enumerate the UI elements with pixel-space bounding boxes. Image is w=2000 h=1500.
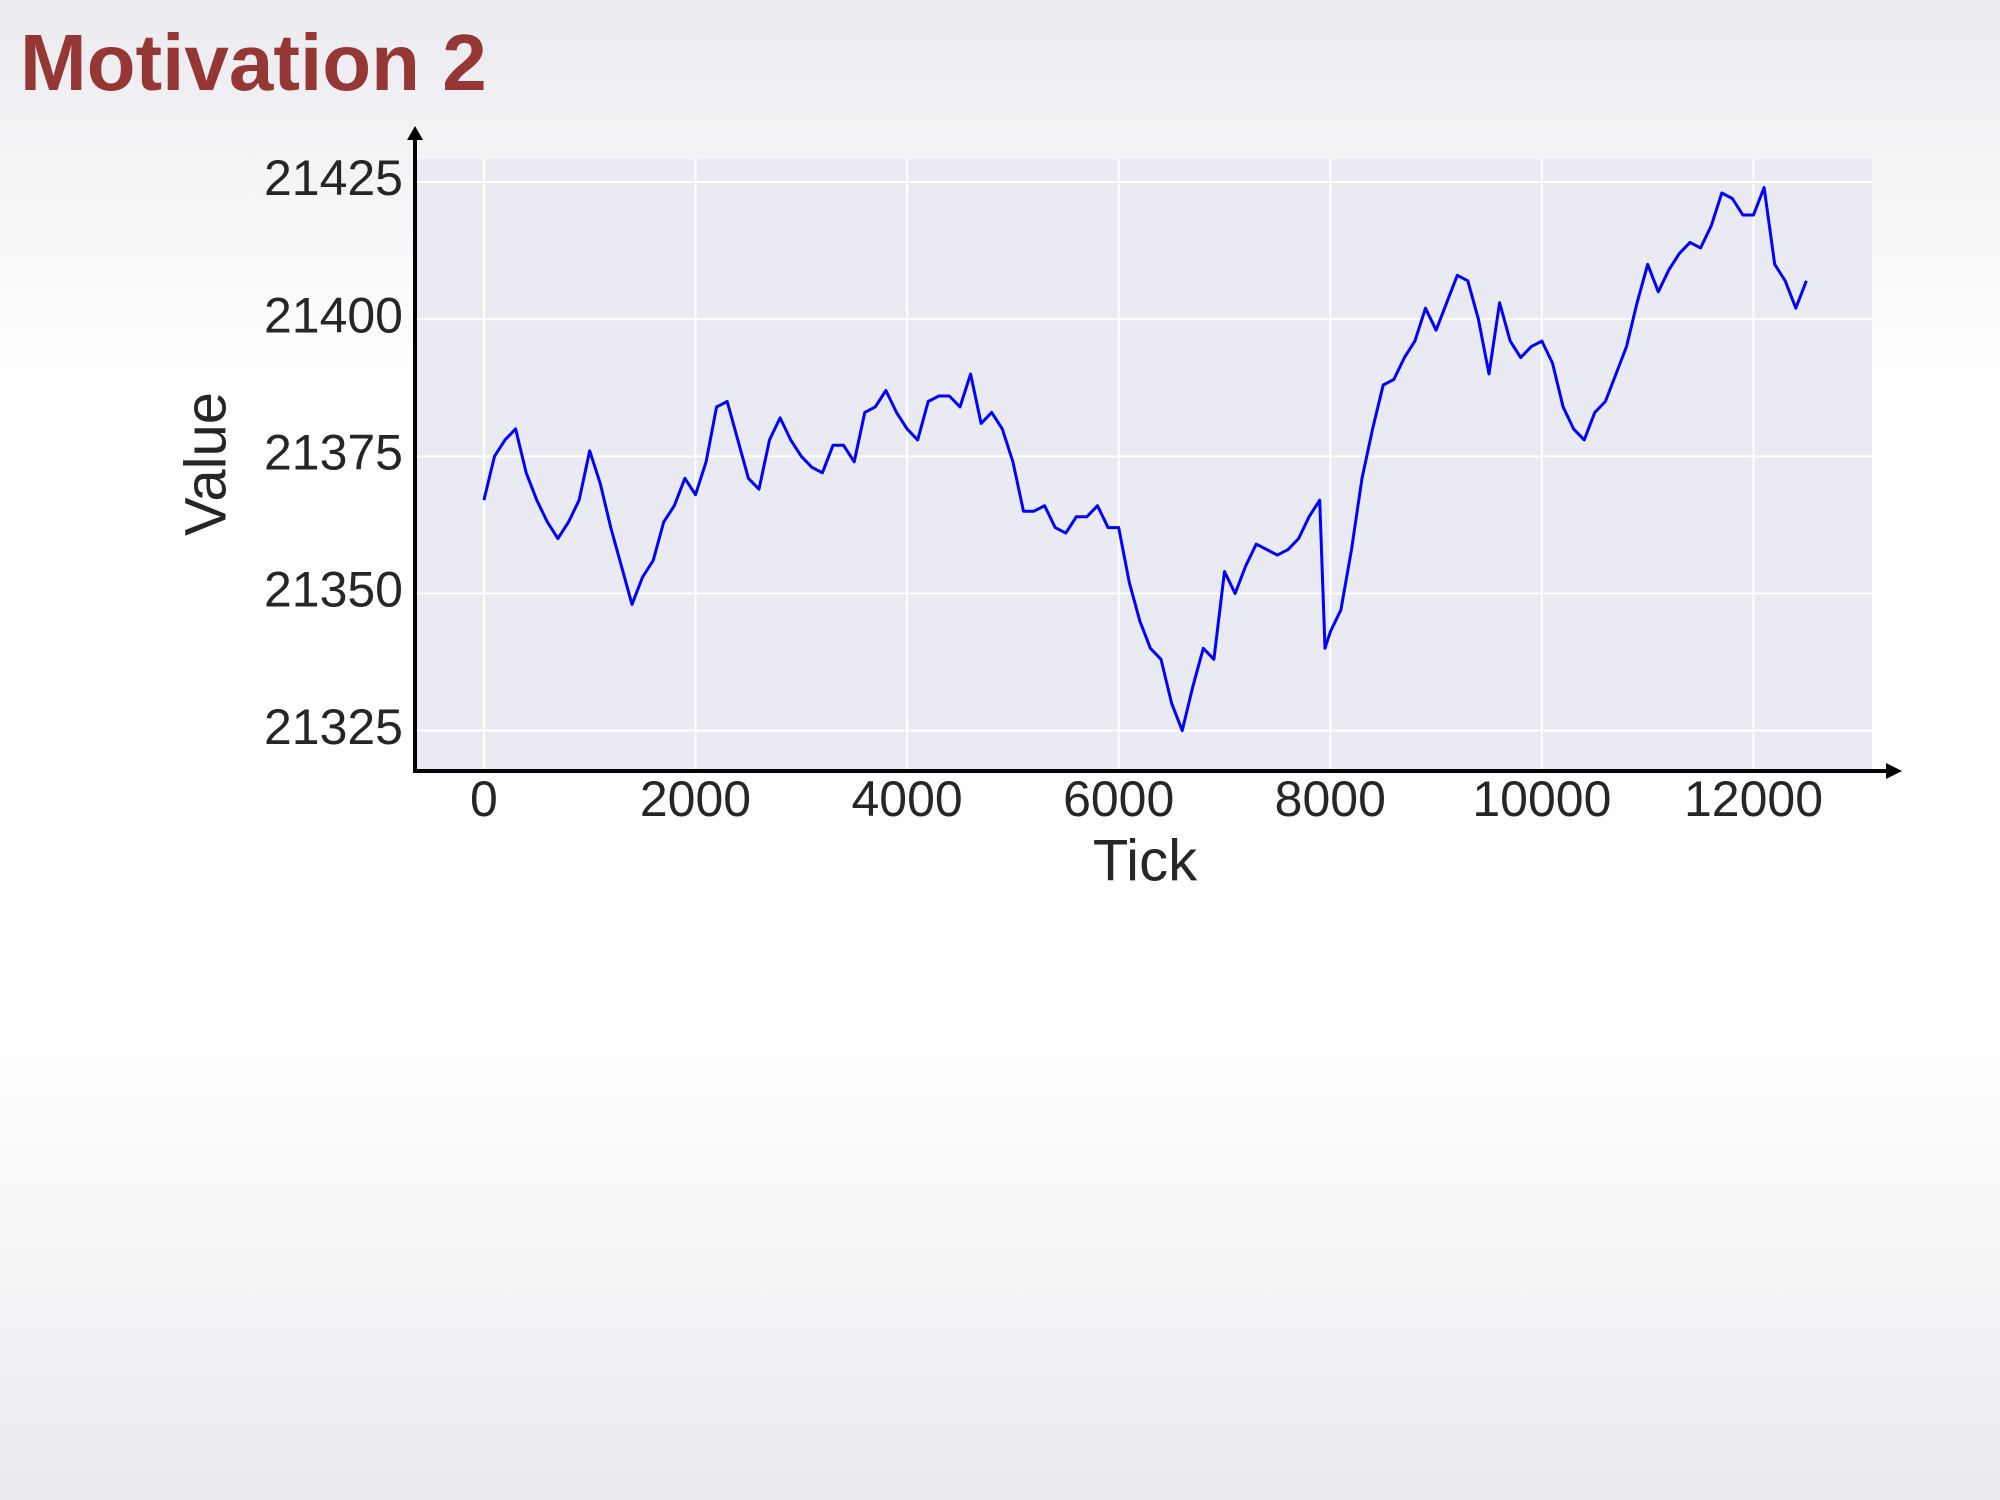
- y-axis-label: Value: [173, 392, 238, 536]
- x-tick-label: 12000: [1684, 771, 1823, 827]
- y-tick-label: 21425: [264, 150, 403, 206]
- y-axis-arrow: [407, 126, 423, 140]
- slide-title: Motivation 2: [20, 18, 487, 107]
- x-axis-label: Tick: [1093, 828, 1198, 893]
- x-tick-label: 4000: [851, 771, 962, 827]
- y-tick-label: 21400: [264, 287, 403, 343]
- y-tick-label: 21375: [264, 425, 403, 481]
- x-tick-label: 0: [470, 771, 498, 827]
- x-tick-label: 6000: [1063, 771, 1174, 827]
- x-axis-arrow: [1886, 763, 1902, 779]
- x-tick-label: 2000: [640, 771, 751, 827]
- plot-area: [415, 159, 1872, 769]
- x-tick-label: 8000: [1275, 771, 1386, 827]
- x-tick-label: 10000: [1472, 771, 1611, 827]
- data-line: [482, 186, 1808, 733]
- y-tick-label: 21350: [264, 562, 403, 618]
- y-tick-label: 21325: [264, 699, 403, 755]
